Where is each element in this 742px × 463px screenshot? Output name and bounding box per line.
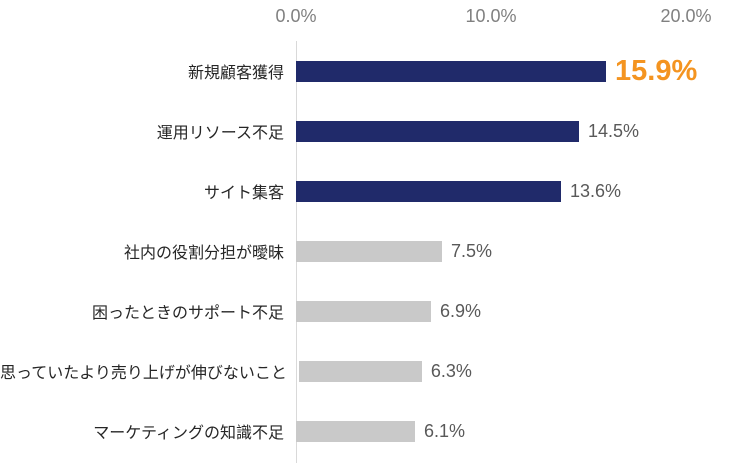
x-axis-tick-label: 0.0% — [275, 6, 317, 26]
chart-row: 社内の役割分担が曖昧 7.5% — [0, 221, 742, 281]
bar — [296, 420, 415, 442]
plot-cell: 6.9% — [296, 281, 742, 341]
plot-cell: 6.3% — [298, 341, 742, 401]
bar — [296, 180, 561, 202]
plot-cell: 7.5% — [296, 221, 742, 281]
category-label: 困ったときのサポート不足 — [91, 305, 284, 322]
chart-row: 運用リソース不足 14.5% — [0, 101, 742, 161]
plot-cell: 13.6% — [296, 161, 742, 221]
chart-row: 思っていたより売り上げが伸びないこと 6.3% — [0, 341, 742, 401]
value-label-highlight: 15.9% — [615, 54, 698, 87]
chart-row: サイト集客 13.6% — [0, 161, 742, 221]
value-label: 6.3% — [430, 360, 472, 381]
chart-rows: 新規顧客獲得 15.9% 運用リソース不足 14.5% サイト集客 13.6% 社内の役割分… — [0, 41, 742, 461]
bar — [296, 300, 431, 322]
chart-row: マーケティングの知識不足 6.1% — [0, 401, 742, 461]
category-label: 運用リソース不足 — [156, 125, 284, 142]
plot-cell: 14.5% — [296, 101, 742, 161]
bar — [296, 120, 579, 142]
bar — [296, 240, 442, 262]
plot-cell: 6.1% — [296, 401, 742, 461]
chart-row: 困ったときのサポート不足 6.9% — [0, 281, 742, 341]
x-axis-tick-label: 20.0% — [660, 6, 712, 26]
plot-cell: 15.9% — [296, 41, 742, 101]
value-label: 14.5% — [588, 120, 640, 141]
value-label: 6.9% — [440, 300, 482, 321]
value-label: 7.5% — [451, 240, 493, 261]
x-axis: 0.0% 10.0% 20.0% — [0, 6, 742, 40]
category-label: サイト集客 — [203, 185, 284, 202]
category-label: 思っていたより売り上げが伸びないこと — [0, 365, 287, 382]
bar — [298, 360, 422, 382]
value-label: 13.6% — [570, 180, 622, 201]
chart-row: 新規顧客獲得 15.9% — [0, 41, 742, 101]
category-label: 社内の役割分担が曖昧 — [123, 245, 284, 262]
x-axis-tick-label: 10.0% — [465, 6, 517, 26]
category-label: 新規顧客獲得 — [187, 65, 284, 82]
bar — [296, 60, 606, 82]
value-label: 6.1% — [424, 420, 466, 441]
category-label: マーケティングの知識不足 — [93, 425, 284, 442]
